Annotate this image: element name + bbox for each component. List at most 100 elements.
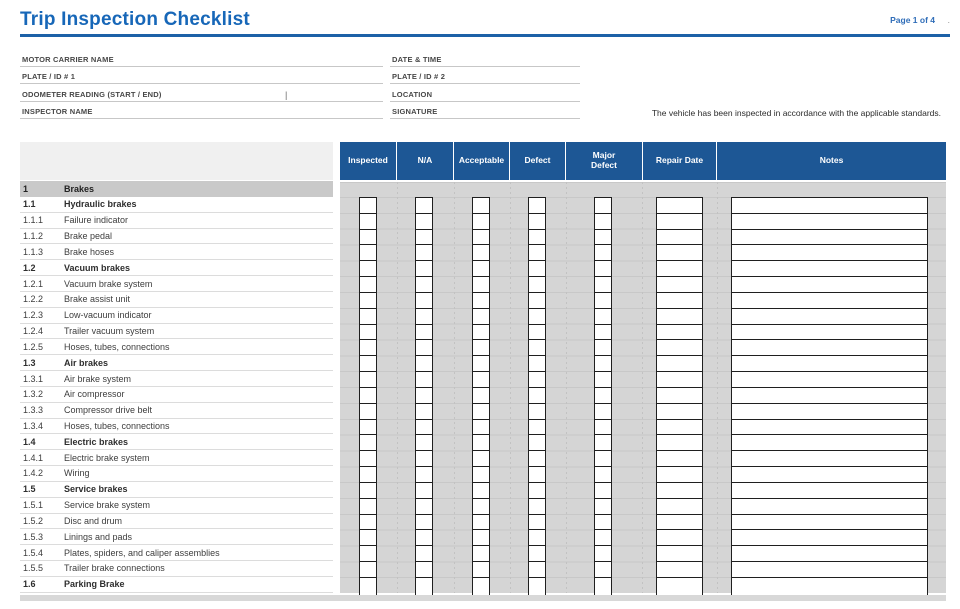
notes-cell-1.4[interactable] [732,435,927,452]
notes-cell-1.1.1[interactable] [732,214,927,230]
checkbox-acceptable-1.6[interactable] [473,578,489,594]
checkbox-major-defect-1.5.5[interactable] [595,562,611,578]
checkbox-major-defect-1.2.4[interactable] [595,325,611,341]
notes-cell-1.6[interactable] [732,578,927,594]
repair-date-cell-1.2.4[interactable] [657,325,702,341]
checkbox-defect-1.6[interactable] [529,578,545,594]
notes-cell-1.1[interactable] [732,198,927,214]
notes-cell-1.5.5[interactable] [732,562,927,578]
checkbox-major-defect-1.5.1[interactable] [595,499,611,515]
checkbox-inspected-1.5.4[interactable] [360,546,376,563]
checkbox-na-1.4[interactable] [416,435,432,452]
checkbox-major-defect-1.3.1[interactable] [595,372,611,388]
checkbox-na-1.1.1[interactable] [416,214,432,230]
repair-date-cell-1.5.1[interactable] [657,499,702,515]
checkbox-major-defect-1.3.2[interactable] [595,388,611,404]
checkbox-inspected-1.3.4[interactable] [360,420,376,436]
repair-date-cell-1.2.3[interactable] [657,309,702,325]
checkbox-defect-1.2.4[interactable] [529,325,545,341]
repair-date-cell-1.1.2[interactable] [657,230,702,246]
checkbox-inspected-1.6[interactable] [360,578,376,594]
repair-date-cell-1.4[interactable] [657,435,702,452]
checkbox-major-defect-1.5.4[interactable] [595,546,611,563]
checkbox-na-1.5.5[interactable] [416,562,432,578]
checkbox-inspected-1.4[interactable] [360,435,376,452]
repair-date-cell-1.2[interactable] [657,261,702,278]
checkbox-acceptable-1.1.1[interactable] [473,214,489,230]
checkbox-defect-1.1[interactable] [529,198,545,214]
checkbox-na-1.1.3[interactable] [416,245,432,262]
checkbox-na-1.5.4[interactable] [416,546,432,563]
checkbox-acceptable-1.2.5[interactable] [473,340,489,357]
repair-date-cell-1.2.5[interactable] [657,340,702,357]
checkbox-acceptable-1.5[interactable] [473,483,489,499]
repair-date-cell-1.4.2[interactable] [657,467,702,483]
repair-date-cell-1.5.2[interactable] [657,515,702,531]
repair-date-cell-1.1.1[interactable] [657,214,702,230]
checkbox-na-1.3.2[interactable] [416,388,432,404]
checkbox-defect-1.5.4[interactable] [529,546,545,563]
checkbox-defect-1.4[interactable] [529,435,545,452]
checkbox-acceptable-1.2.1[interactable] [473,277,489,293]
notes-cell-1.3[interactable] [732,356,927,373]
checkbox-inspected-1.5.5[interactable] [360,562,376,578]
checkbox-major-defect-1.1.3[interactable] [595,245,611,262]
checkbox-inspected-1.4.1[interactable] [360,451,376,468]
checkbox-na-1.1.2[interactable] [416,230,432,246]
checkbox-defect-1.5[interactable] [529,483,545,499]
checkbox-acceptable-1.3.2[interactable] [473,388,489,404]
field-signature[interactable]: SIGNATURE [390,106,580,119]
checkbox-major-defect-1.6[interactable] [595,578,611,594]
checkbox-defect-1.2.2[interactable] [529,293,545,309]
repair-date-cell-1.2.2[interactable] [657,293,702,309]
checkbox-inspected-1.5[interactable] [360,483,376,499]
repair-date-cell-1.5[interactable] [657,483,702,499]
checkbox-acceptable-1.2.4[interactable] [473,325,489,341]
notes-cell-1.4.2[interactable] [732,467,927,483]
checkbox-acceptable-1.4.1[interactable] [473,451,489,468]
checkbox-na-1.3.3[interactable] [416,404,432,420]
notes-cell-1.1.3[interactable] [732,245,927,262]
checkbox-acceptable-1.3.1[interactable] [473,372,489,388]
checkbox-inspected-1.1[interactable] [360,198,376,214]
repair-date-cell-1.3.4[interactable] [657,420,702,436]
checkbox-major-defect-1.4.1[interactable] [595,451,611,468]
checkbox-na-1.5.3[interactable] [416,530,432,547]
repair-date-cell-1.5.5[interactable] [657,562,702,578]
checkbox-inspected-1.5.3[interactable] [360,530,376,547]
notes-cell-1.5.1[interactable] [732,499,927,515]
checkbox-na-1.4.1[interactable] [416,451,432,468]
notes-cell-1.5.2[interactable] [732,515,927,531]
notes-cell-1.5[interactable] [732,483,927,499]
repair-date-cell-1.2.1[interactable] [657,277,702,293]
checkbox-acceptable-1.4[interactable] [473,435,489,452]
checkbox-defect-1.3.2[interactable] [529,388,545,404]
field-plate-id-1[interactable]: PLATE / ID # 1 [20,71,383,85]
checkbox-inspected-1.5.1[interactable] [360,499,376,515]
notes-cell-1.2.2[interactable] [732,293,927,309]
checkbox-inspected-1.2.5[interactable] [360,340,376,357]
repair-date-cell-1.4.1[interactable] [657,451,702,468]
checkbox-defect-1.4.2[interactable] [529,467,545,483]
checkbox-na-1.1[interactable] [416,198,432,214]
checkbox-defect-1.3.1[interactable] [529,372,545,388]
notes-cell-1.5.3[interactable] [732,530,927,547]
repair-date-cell-1.3.1[interactable] [657,372,702,388]
checkbox-major-defect-1.5[interactable] [595,483,611,499]
checkbox-acceptable-1.1.3[interactable] [473,245,489,262]
checkbox-inspected-1.4.2[interactable] [360,467,376,483]
checkbox-na-1.3.1[interactable] [416,372,432,388]
checkbox-na-1.6[interactable] [416,578,432,594]
checkbox-acceptable-1.4.2[interactable] [473,467,489,483]
checkbox-inspected-1.3.2[interactable] [360,388,376,404]
field-date-time[interactable]: DATE & TIME [390,54,580,67]
checkbox-inspected-1.1.3[interactable] [360,245,376,262]
checkbox-defect-1.3[interactable] [529,356,545,373]
checkbox-na-1.2.4[interactable] [416,325,432,341]
checkbox-na-1.5[interactable] [416,483,432,499]
notes-cell-1.1.2[interactable] [732,230,927,246]
checkbox-acceptable-1.1[interactable] [473,198,489,214]
notes-cell-1.2.1[interactable] [732,277,927,293]
repair-date-cell-1.1.3[interactable] [657,245,702,262]
checkbox-inspected-1.5.2[interactable] [360,515,376,531]
